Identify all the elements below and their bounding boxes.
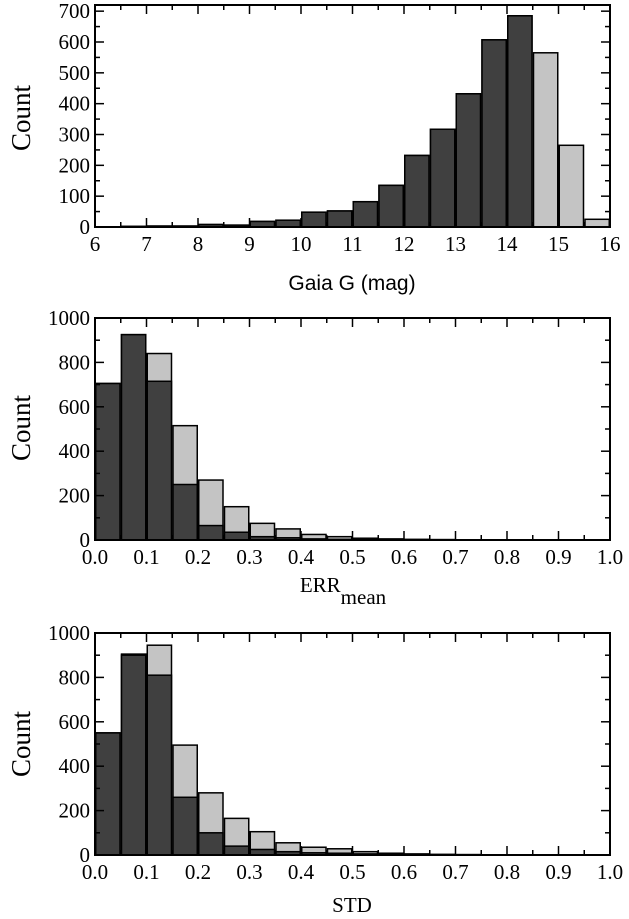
x-tick-label: 1.0 [597,545,623,569]
x-tick-label: 11 [342,232,362,256]
panel-gaia-g: 6 7 8 9 10 11 12 13 14 15 16 0 100 200 300 400 500 600 700… [6,0,621,295]
bar-subset [275,219,301,228]
bar-subset [223,531,250,541]
x-tick-label: 0.9 [545,860,571,884]
y-tick-label: 100 [59,184,91,208]
y-axis-label: Count [6,394,36,461]
x-tick-label: 15 [548,232,569,256]
panel-std: 0.0 0.1 0.2 0.3 0.4 0.5 0.6 0.7 0.8 0.9 1.0 0 200 400… [6,621,623,917]
ticks-err-mean: 0.0 0.1 0.2 0.3 0.4 0.5 0.6 0.7 0.8 0.9 1.0 0 200 400… [48,306,623,569]
y-tick-label: 1000 [48,306,90,330]
y-tick-label: 0 [80,843,91,867]
x-tick-label: 0.0 [82,545,108,569]
x-tick-label: 0.1 [133,545,159,569]
bar-total [532,52,559,228]
bar-subset [352,200,379,228]
y-axis-label: Count [6,84,36,151]
bars-gaia-g [120,15,610,228]
bar-subset [198,832,224,856]
x-tick-label: 0.8 [494,860,520,884]
x-tick-label: 0.7 [442,545,468,569]
x-axis-label: ERRmean [300,573,387,609]
bars-std [95,644,533,856]
y-tick-label: 300 [59,123,91,147]
bar-subset [378,184,404,228]
y-tick-label: 400 [59,754,91,778]
x-tick-label: 14 [497,232,519,256]
bar-subset [172,796,198,856]
y-tick-label: 500 [59,61,91,85]
x-tick-label: 0.3 [236,860,262,884]
x-tick-label: 13 [445,232,466,256]
x-tick-label: 0.0 [82,860,108,884]
x-tick-label: 9 [244,232,255,256]
bar-subset [95,732,121,856]
x-tick-label: 0.5 [339,860,365,884]
x-tick-label: 0.4 [288,860,315,884]
x-tick-label: 7 [141,232,152,256]
bar-subset [146,674,173,856]
bar-subset [172,483,198,541]
bar-subset [198,524,224,541]
bar-total [584,218,610,228]
x-tick-label: 0.2 [185,860,211,884]
bar-subset [120,654,147,856]
bar-subset [404,154,430,228]
y-tick-label: 200 [59,799,91,823]
y-tick-label: 800 [59,665,91,689]
ticks-std: 0.0 0.1 0.2 0.3 0.4 0.5 0.6 0.7 0.8 0.9 1.0 0 200 400… [48,621,623,884]
x-tick-label: 0.3 [236,545,262,569]
x-tick-label: 6 [90,232,101,256]
y-tick-label: 0 [80,215,91,239]
y-tick-label: 1000 [48,621,90,645]
bar-subset [507,15,533,228]
x-tick-label: 0.6 [391,860,417,884]
bars-err-mean [95,333,507,541]
x-tick-label: 0.4 [288,545,315,569]
y-tick-label: 600 [59,30,91,54]
bar-subset [429,128,456,228]
bar-subset [326,210,353,228]
x-axis-label: Gaia G (mag) [288,272,415,295]
x-axis-label-subscript: mean [341,585,387,609]
x-tick-label: 16 [600,232,621,256]
bar-subset [223,845,250,856]
y-tick-label: 700 [59,0,91,23]
bar-subset [120,333,147,541]
x-tick-label: 10 [291,232,312,256]
x-tick-label: 1.0 [597,860,623,884]
x-tick-label: 0.9 [545,545,571,569]
x-tick-label: 0.8 [494,545,520,569]
x-tick-label: 8 [193,232,204,256]
x-tick-label: 0.7 [442,860,468,884]
bar-subset [146,380,173,541]
x-tick-label: 0.5 [339,545,365,569]
y-tick-label: 600 [59,710,91,734]
y-tick-label: 600 [59,395,91,419]
y-tick-label: 200 [59,153,91,177]
x-axis-label-main: ERR [300,573,341,597]
bar-subset [301,211,327,228]
y-tick-label: 800 [59,350,91,374]
y-tick-label: 400 [59,92,91,116]
x-tick-label: 0.1 [133,860,159,884]
y-tick-label: 400 [59,439,91,463]
ticks-gaia-g: 6 7 8 9 10 11 12 13 14 15 16 0 100 200 300 400 500 600 700 [59,0,621,256]
bar-subset [455,93,482,228]
x-tick-label: 12 [394,232,415,256]
bar-total [558,144,585,228]
y-tick-label: 0 [80,528,91,552]
panel-err-mean: 0.0 0.1 0.2 0.3 0.4 0.5 0.6 0.7 0.8 0.9 1.0 0 200 400… [6,306,623,609]
x-axis-label: STD [332,893,372,917]
y-axis-label: Count [6,710,36,777]
bar-subset [481,39,507,228]
y-tick-label: 200 [59,484,91,508]
bar-subset [95,382,121,541]
x-tick-label: 0.2 [185,545,211,569]
x-tick-label: 0.6 [391,545,417,569]
